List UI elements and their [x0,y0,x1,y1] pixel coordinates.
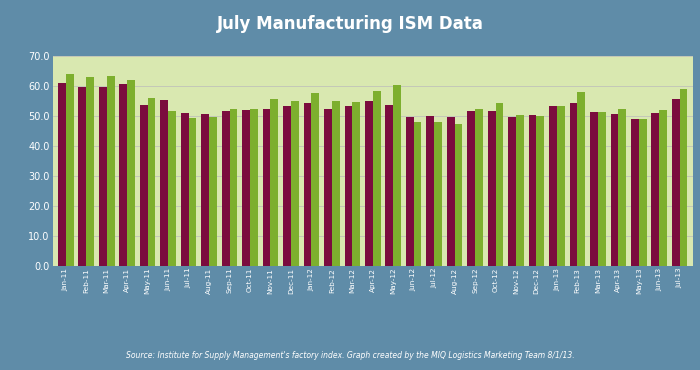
Bar [659,110,667,266]
Bar [304,103,312,266]
Bar [496,103,503,266]
Bar [242,110,250,266]
Bar [283,107,291,266]
Bar [365,101,373,266]
Bar [148,98,155,266]
Bar [488,111,496,266]
Bar [250,108,258,266]
Bar [160,100,168,266]
Bar [468,111,475,266]
Bar [426,116,434,266]
Bar [618,109,626,266]
Bar [528,115,536,266]
Bar [127,80,135,266]
Bar [434,122,442,266]
Bar [373,91,381,266]
Bar [652,113,659,266]
Bar [209,117,217,266]
Bar [140,105,148,266]
Bar [291,101,299,266]
Bar [222,111,230,266]
Bar [78,87,86,266]
Bar [454,124,463,266]
Bar [188,118,197,266]
Bar [386,105,393,266]
Bar [324,108,332,266]
Bar [393,85,401,266]
Bar [578,92,585,266]
Bar [312,93,319,266]
Bar [447,117,454,266]
Bar [262,109,270,266]
Bar [352,102,360,266]
Bar [610,114,618,266]
Bar [66,74,74,266]
Bar [516,115,524,266]
Bar [631,119,639,266]
Bar [120,84,127,266]
Bar [508,117,516,266]
Bar [672,100,680,266]
Bar [99,87,106,266]
Bar [570,103,578,266]
Bar [168,111,176,266]
Bar [680,89,687,266]
Text: July Manufacturing ISM Data: July Manufacturing ISM Data [216,15,484,33]
Bar [202,114,209,266]
Bar [639,120,647,266]
Bar [270,99,278,266]
Bar [106,76,115,266]
Bar [590,112,598,266]
Bar [475,109,483,266]
Text: Source: Institute for Supply Management's factory index. Graph created by the MI: Source: Institute for Supply Management'… [126,352,574,360]
Bar [86,77,94,266]
Bar [549,107,557,266]
Bar [557,106,565,266]
Bar [414,122,421,266]
Bar [344,105,352,266]
Bar [332,101,340,266]
Bar [58,83,66,266]
Bar [406,117,414,266]
Bar [230,109,237,266]
Bar [598,111,606,266]
Bar [181,113,188,266]
Bar [536,116,544,266]
